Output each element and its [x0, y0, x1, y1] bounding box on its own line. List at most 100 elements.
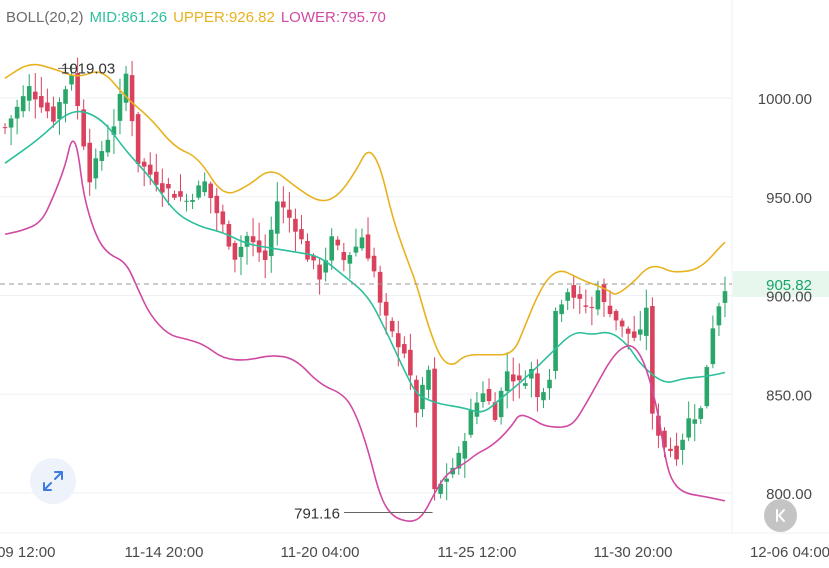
candle-body	[160, 183, 165, 193]
candle-body	[625, 328, 631, 334]
candle-body	[389, 320, 395, 332]
candle-body	[547, 379, 552, 389]
candle-body	[631, 331, 637, 338]
legend-mid-value: MID:861.26	[89, 9, 168, 26]
candle-body	[190, 199, 195, 202]
x-tick-label: 11-09 12:00	[0, 544, 55, 561]
x-tick-label: 11-25 12:00	[438, 544, 517, 561]
x-tick-label: 11-20 04:00	[281, 544, 360, 561]
candle-body	[178, 191, 183, 197]
candle-body	[14, 106, 20, 119]
candle-body	[565, 292, 570, 301]
candle-body	[202, 181, 207, 193]
band-upper-line	[4, 63, 726, 366]
candle-body	[51, 106, 56, 122]
candle-body	[123, 73, 129, 103]
candle-body	[692, 419, 698, 424]
candle-body	[250, 236, 256, 243]
y-tick-label: 1000.00	[758, 91, 812, 108]
candle-body	[480, 393, 486, 402]
candle-body	[45, 102, 50, 112]
annotations: 1019.03 791.16	[58, 60, 433, 522]
candle-body	[262, 250, 268, 260]
candle-body	[81, 109, 86, 147]
jump-to-latest-button[interactable]	[764, 499, 797, 532]
fullscreen-button[interactable]	[30, 458, 76, 504]
boll-legend: BOLL(20,2) MID:861.26 UPPER:926.82 LOWER:79…	[6, 9, 392, 26]
period-high-label: 1019.03	[61, 60, 115, 77]
candle-body	[686, 418, 691, 438]
candle-body	[619, 320, 625, 327]
candle-body	[274, 201, 280, 234]
candle-body	[153, 171, 159, 185]
candle-body	[722, 291, 728, 303]
y-tick-label: 900.00	[766, 289, 812, 306]
candle-body	[341, 252, 347, 261]
candle-body	[87, 142, 93, 183]
candle-body	[268, 229, 274, 257]
candle-body	[474, 402, 480, 417]
x-tick-label: 11-30 20:00	[594, 544, 673, 561]
candle-body	[32, 91, 38, 100]
candle-body	[650, 306, 655, 414]
candle-body	[359, 237, 365, 249]
candle-body	[408, 349, 413, 376]
candle-body	[208, 183, 214, 198]
candle-body	[468, 410, 474, 435]
candle-body	[365, 234, 371, 259]
legend-lower-value: LOWER:795.70	[280, 9, 386, 26]
candle-body	[414, 379, 419, 413]
candle-body	[668, 448, 673, 451]
period-low-label: 791.16	[294, 505, 340, 522]
candle-body	[20, 96, 26, 112]
candle-body	[135, 114, 141, 164]
candle-body	[432, 368, 437, 490]
candle-body	[69, 75, 74, 85]
candle-body	[244, 235, 250, 247]
candle-body	[281, 201, 286, 208]
candle-body	[523, 383, 528, 386]
candle-body	[426, 369, 431, 390]
candle-body	[444, 478, 449, 482]
current-price-tag	[733, 271, 829, 298]
candle-body	[541, 392, 546, 401]
x-tick-label: 11-14 20:00	[125, 544, 204, 561]
candle-body	[402, 344, 407, 354]
legend-upper-value: UPPER:926.82	[173, 9, 275, 26]
candle-body	[656, 415, 661, 436]
candle-body	[39, 95, 44, 108]
candle-body	[75, 73, 80, 106]
candle-body	[716, 306, 722, 326]
candle-body	[698, 408, 704, 419]
candle-body	[299, 229, 304, 240]
candle-body	[129, 75, 135, 122]
candle-body	[438, 483, 443, 494]
candle-body	[347, 255, 353, 264]
candle-body	[166, 183, 171, 189]
legend-indicator-name: BOLL(20,2)	[6, 9, 84, 26]
candle-body	[595, 290, 601, 310]
candle-body	[93, 158, 99, 179]
candle-body	[196, 185, 201, 198]
candle-body	[704, 367, 710, 407]
candle-body	[26, 86, 32, 101]
candle-body	[8, 118, 14, 128]
candle-body	[674, 445, 679, 460]
candle-body	[462, 441, 468, 459]
candle-body	[111, 126, 117, 135]
candle-body	[456, 452, 462, 469]
candle-body	[238, 246, 244, 257]
axis-labels: 800.00 850.00 900.00 950.00 1000.00 11-09 12:…	[0, 91, 829, 561]
candle-body	[287, 209, 292, 218]
candle-body	[583, 305, 589, 307]
candle-body	[305, 240, 310, 260]
band-mid-line	[4, 110, 726, 413]
expand-icon	[43, 471, 63, 491]
candle-body	[117, 93, 123, 121]
candle-body	[184, 200, 189, 202]
candle-body	[214, 195, 220, 214]
candle-body	[553, 310, 558, 371]
candle-body	[323, 260, 328, 273]
candle-body	[510, 374, 516, 382]
